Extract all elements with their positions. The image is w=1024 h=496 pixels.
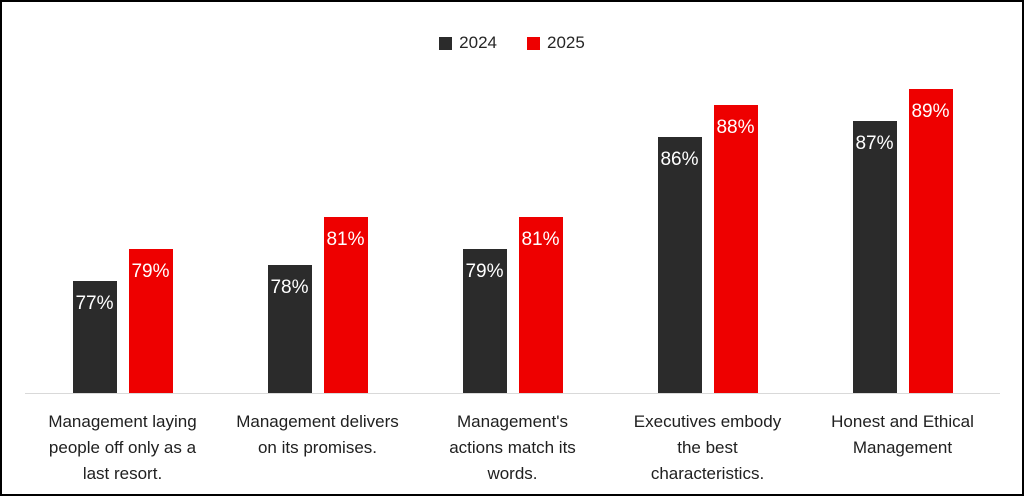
bar-value-label: 89% xyxy=(911,101,950,122)
category-label-line: Management laying xyxy=(48,412,197,431)
category-label-line: characteristics. xyxy=(650,464,765,483)
category-label-line: people off only as a xyxy=(48,438,197,457)
category-label-line: on its promises. xyxy=(257,438,378,457)
bar-2025: 88% xyxy=(713,105,758,393)
category-label: Management delivers on its promises. xyxy=(220,409,415,487)
bar-value-label: 79% xyxy=(465,261,504,282)
bar-group: 86% 88% xyxy=(610,63,805,393)
bar-2024: 87% xyxy=(852,121,897,393)
category-label-line: Management xyxy=(852,438,953,457)
legend: 2024 2025 xyxy=(2,33,1022,53)
bar-group: 78% 81% xyxy=(220,63,415,393)
bar-value-label: 81% xyxy=(521,229,560,250)
plot-area: 77% 79% 78% 81% 79% 81% 86% 88% 87% 89% xyxy=(25,63,1000,393)
legend-swatch-icon xyxy=(439,36,453,50)
category-axis: Management laying people off only as a las… xyxy=(25,409,1000,487)
bar-value-label: 77% xyxy=(75,293,114,314)
bar-2025: 81% xyxy=(323,217,368,393)
category-label-line: actions match its xyxy=(449,438,576,457)
bar-group: 79% 81% xyxy=(415,63,610,393)
legend-item-2025: 2025 xyxy=(527,33,585,53)
category-label-line: the best xyxy=(677,438,738,457)
category-label: Executives embody the best characteristics… xyxy=(610,409,805,487)
bar-2025: 81% xyxy=(518,217,563,393)
category-label: Honest and Ethical Management xyxy=(805,409,1000,487)
category-label-line: Management's xyxy=(457,412,568,431)
legend-label: 2024 xyxy=(459,33,497,52)
legend-item-2024: 2024 xyxy=(439,33,497,53)
bar-2024: 77% xyxy=(72,281,117,393)
category-label-line: Executives embody xyxy=(633,412,782,431)
bar-value-label: 86% xyxy=(660,149,699,170)
category-label-line: Management delivers xyxy=(236,412,399,431)
bar-group: 87% 89% xyxy=(805,63,1000,393)
x-axis-line xyxy=(25,393,1000,394)
bar-value-label: 81% xyxy=(326,229,365,250)
bar-2025: 79% xyxy=(128,249,173,393)
bar-2024: 79% xyxy=(462,249,507,393)
category-label: Management's actions match its words. xyxy=(415,409,610,487)
bar-2024: 78% xyxy=(267,265,312,393)
bar-2024: 86% xyxy=(657,137,702,393)
bar-value-label: 78% xyxy=(270,277,309,298)
bar-group: 77% 79% xyxy=(25,63,220,393)
legend-label: 2025 xyxy=(547,33,585,52)
category-label-line: words. xyxy=(487,464,538,483)
bar-value-label: 79% xyxy=(131,261,170,282)
bar-2025: 89% xyxy=(908,89,953,393)
legend-swatch-icon xyxy=(527,36,540,50)
bar-value-label: 88% xyxy=(716,117,755,138)
category-label-line: Honest and Ethical xyxy=(831,412,974,431)
category-label: Management laying people off only as a las… xyxy=(25,409,220,487)
category-label-line: last resort. xyxy=(82,464,163,483)
bar-value-label: 87% xyxy=(855,133,894,154)
